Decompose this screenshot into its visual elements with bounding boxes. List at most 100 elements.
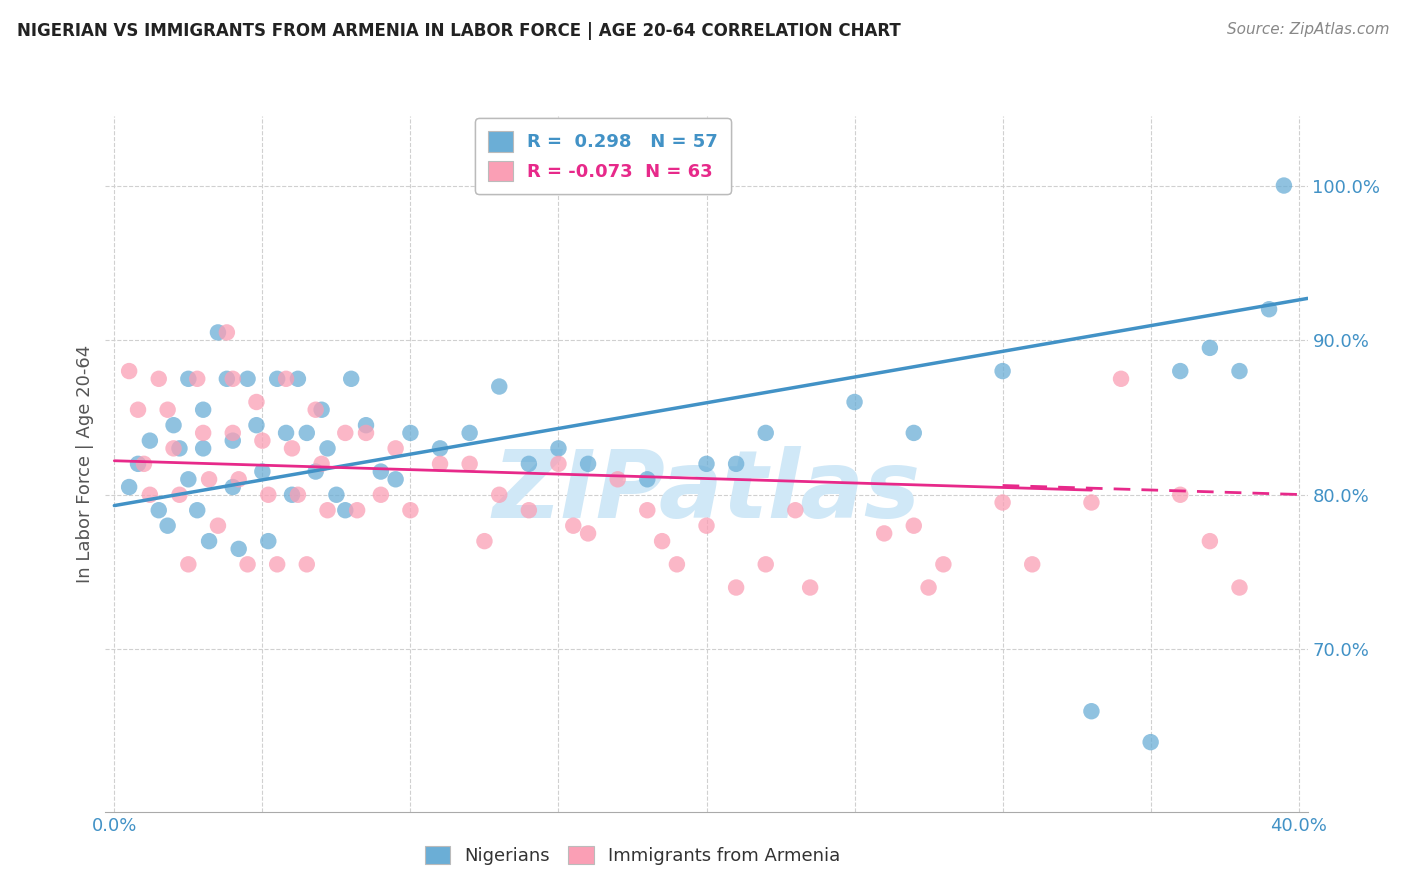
- Point: [547, 442, 569, 456]
- Point: [1139, 735, 1161, 749]
- Point: [606, 472, 628, 486]
- Point: [429, 442, 451, 456]
- Point: [399, 503, 422, 517]
- Point: [177, 372, 200, 386]
- Legend: Nigerians, Immigrants from Armenia: Nigerians, Immigrants from Armenia: [416, 837, 849, 874]
- Point: [236, 372, 259, 386]
- Point: [305, 465, 328, 479]
- Point: [325, 488, 347, 502]
- Point: [1199, 534, 1222, 549]
- Point: [222, 425, 245, 440]
- Point: [429, 457, 451, 471]
- Point: [156, 402, 179, 417]
- Point: [156, 518, 179, 533]
- Point: [576, 457, 599, 471]
- Point: [228, 541, 250, 556]
- Point: [169, 488, 191, 502]
- Point: [287, 488, 309, 502]
- Point: [517, 503, 540, 517]
- Point: [335, 425, 357, 440]
- Point: [127, 457, 149, 471]
- Point: [118, 480, 141, 494]
- Point: [1080, 704, 1102, 718]
- Point: [257, 488, 280, 502]
- Point: [177, 472, 200, 486]
- Point: [1199, 341, 1222, 355]
- Point: [148, 372, 170, 386]
- Point: [186, 503, 208, 517]
- Point: [1229, 581, 1251, 595]
- Point: [215, 326, 238, 340]
- Point: [354, 425, 377, 440]
- Text: ZIPatlas: ZIPatlas: [492, 446, 921, 538]
- Point: [576, 526, 599, 541]
- Point: [1168, 488, 1191, 502]
- Point: [488, 488, 510, 502]
- Text: Source: ZipAtlas.com: Source: ZipAtlas.com: [1226, 22, 1389, 37]
- Point: [335, 503, 357, 517]
- Point: [651, 534, 673, 549]
- Point: [755, 425, 778, 440]
- Point: [458, 457, 481, 471]
- Point: [903, 518, 925, 533]
- Point: [191, 402, 214, 417]
- Point: [695, 518, 717, 533]
- Point: [991, 495, 1014, 509]
- Point: [281, 488, 304, 502]
- Point: [191, 442, 214, 456]
- Legend: R =  0.298   N = 57, R = -0.073  N = 63: R = 0.298 N = 57, R = -0.073 N = 63: [475, 118, 731, 194]
- Point: [257, 534, 280, 549]
- Point: [399, 425, 422, 440]
- Point: [311, 402, 333, 417]
- Point: [695, 457, 717, 471]
- Text: NIGERIAN VS IMMIGRANTS FROM ARMENIA IN LABOR FORCE | AGE 20-64 CORRELATION CHART: NIGERIAN VS IMMIGRANTS FROM ARMENIA IN L…: [17, 22, 901, 40]
- Point: [274, 425, 297, 440]
- Point: [316, 503, 339, 517]
- Point: [169, 442, 191, 456]
- Point: [636, 472, 658, 486]
- Point: [139, 434, 162, 448]
- Point: [177, 558, 200, 572]
- Point: [346, 503, 368, 517]
- Point: [245, 395, 267, 409]
- Point: [132, 457, 155, 471]
- Point: [222, 480, 245, 494]
- Point: [295, 558, 318, 572]
- Point: [139, 488, 162, 502]
- Point: [799, 581, 821, 595]
- Point: [191, 425, 214, 440]
- Point: [384, 472, 406, 486]
- Point: [148, 503, 170, 517]
- Point: [903, 425, 925, 440]
- Point: [725, 457, 748, 471]
- Point: [785, 503, 807, 517]
- Point: [305, 402, 328, 417]
- Point: [458, 425, 481, 440]
- Point: [222, 372, 245, 386]
- Point: [198, 472, 221, 486]
- Point: [1258, 302, 1281, 317]
- Point: [873, 526, 896, 541]
- Point: [488, 379, 510, 393]
- Point: [198, 534, 221, 549]
- Y-axis label: In Labor Force | Age 20-64: In Labor Force | Age 20-64: [76, 344, 94, 583]
- Point: [1080, 495, 1102, 509]
- Point: [266, 558, 288, 572]
- Point: [340, 372, 363, 386]
- Point: [274, 372, 297, 386]
- Point: [844, 395, 866, 409]
- Point: [127, 402, 149, 417]
- Point: [207, 518, 229, 533]
- Point: [186, 372, 208, 386]
- Point: [725, 581, 748, 595]
- Point: [384, 442, 406, 456]
- Point: [991, 364, 1014, 378]
- Point: [370, 465, 392, 479]
- Point: [665, 558, 688, 572]
- Point: [517, 457, 540, 471]
- Point: [287, 372, 309, 386]
- Point: [1168, 364, 1191, 378]
- Point: [932, 558, 955, 572]
- Point: [252, 434, 274, 448]
- Point: [1021, 558, 1043, 572]
